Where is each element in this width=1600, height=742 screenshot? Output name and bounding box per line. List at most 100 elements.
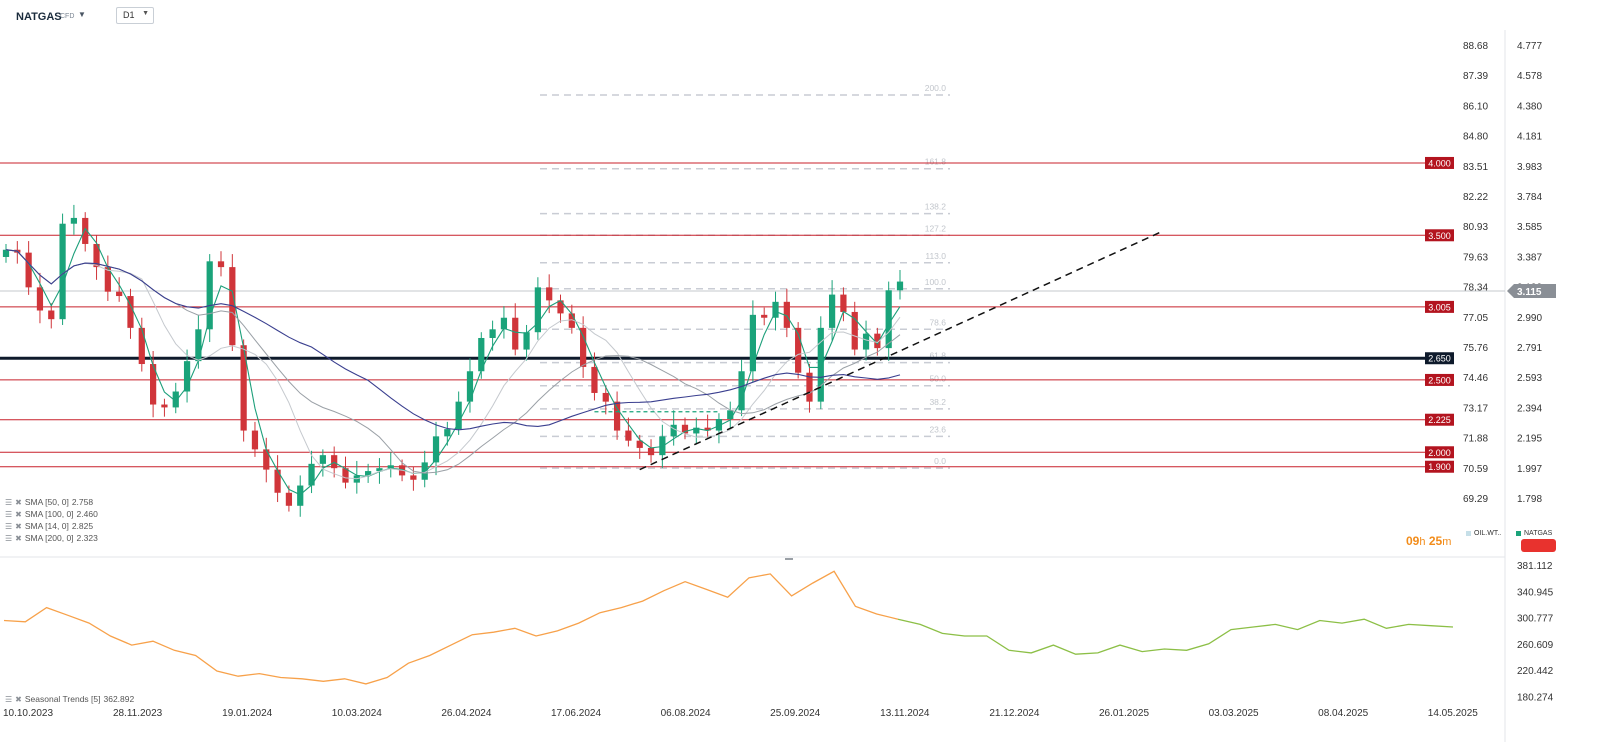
close-icon[interactable]: ✖ bbox=[15, 509, 22, 519]
fib-level-label: 38.2 bbox=[929, 397, 946, 407]
candle-body bbox=[70, 217, 78, 224]
fib-level-label: 161.8 bbox=[925, 157, 947, 167]
y-tick-label: 4.380 bbox=[1517, 101, 1542, 112]
candle-body bbox=[263, 449, 270, 470]
level-badge bbox=[1425, 352, 1454, 365]
sma-legend-50[interactable]: ☰ ✖ SMA [50, 0] 2.758 bbox=[5, 497, 93, 507]
seasonal-y-tick-label: 300.777 bbox=[1517, 614, 1554, 625]
candle-body bbox=[625, 430, 632, 441]
candle-body bbox=[48, 310, 55, 320]
y-tick-label: 3.387 bbox=[1517, 252, 1542, 263]
seasonal-future-line bbox=[897, 618, 1454, 655]
candle-body bbox=[749, 314, 756, 372]
y-tick-label: 1.798 bbox=[1517, 494, 1542, 505]
seasonal-y-tick-label: 180.274 bbox=[1517, 693, 1554, 704]
settings-icon[interactable]: ☰ bbox=[5, 694, 13, 704]
y-tick-label: 73.17 bbox=[1463, 403, 1488, 414]
candle-body bbox=[319, 455, 326, 464]
y-tick-label: 74.46 bbox=[1463, 373, 1488, 384]
candle-body bbox=[104, 267, 111, 292]
legend-item-oil[interactable]: OIL.WT.. bbox=[1466, 530, 1501, 537]
sma-50-line bbox=[5, 227, 901, 496]
y-tick-label: 4.777 bbox=[1517, 41, 1542, 52]
candle-body bbox=[647, 447, 655, 456]
sma-legend-value: 2.323 bbox=[76, 533, 98, 543]
settings-icon[interactable]: ☰ bbox=[5, 509, 13, 519]
close-icon[interactable]: ✖ bbox=[15, 533, 22, 543]
candle-body bbox=[772, 301, 779, 318]
candle-body bbox=[534, 287, 541, 333]
sma-legend-200[interactable]: ☰ ✖ SMA [200, 0] 2.323 bbox=[5, 533, 98, 543]
candle-body bbox=[862, 333, 870, 350]
candle-body bbox=[874, 333, 881, 349]
countdown-hours: 09 bbox=[1406, 534, 1420, 548]
level-badge bbox=[1425, 300, 1454, 313]
y-tick-label: 86.10 bbox=[1463, 101, 1488, 112]
settings-icon[interactable]: ☰ bbox=[5, 497, 13, 507]
candle-body bbox=[195, 329, 202, 362]
candle-body bbox=[331, 455, 338, 469]
candle-body bbox=[432, 436, 440, 463]
candle-body bbox=[693, 427, 700, 434]
seasonal-y-tick-label: 381.112 bbox=[1517, 561, 1553, 572]
countdown-minutes-unit: m bbox=[1442, 536, 1452, 548]
level-badge bbox=[1425, 156, 1454, 169]
sell-button[interactable] bbox=[1521, 539, 1556, 552]
level-badge bbox=[1425, 460, 1454, 473]
y-tick-label: 70.59 bbox=[1463, 464, 1488, 475]
y-tick-label: 82.22 bbox=[1463, 192, 1488, 203]
candle-body bbox=[523, 332, 530, 350]
settings-icon[interactable]: ☰ bbox=[5, 521, 13, 531]
close-icon[interactable]: ✖ bbox=[15, 521, 22, 531]
y-tick-label: 78.34 bbox=[1463, 283, 1488, 294]
x-tick-label: 25.09.2024 bbox=[770, 708, 820, 719]
legend-item-natgas[interactable]: NATGAS bbox=[1516, 530, 1552, 537]
fib-level-label: 138.2 bbox=[925, 202, 947, 212]
candle-body bbox=[580, 327, 587, 367]
symbol-type: CFD bbox=[60, 13, 75, 20]
candle-body bbox=[116, 291, 123, 297]
level-badge-label: 3.005 bbox=[1428, 302, 1451, 312]
close-icon[interactable]: ✖ bbox=[15, 497, 22, 507]
y-tick-label: 77.05 bbox=[1463, 313, 1488, 324]
candle-body bbox=[308, 463, 315, 486]
seasonal-legend-value: 362.892 bbox=[103, 694, 135, 704]
countdown-minutes: 25 bbox=[1428, 534, 1443, 548]
seasonal-legend[interactable]: ☰ ✖ Seasonal Trends [5] 362.892 bbox=[5, 694, 134, 704]
sma-legend-100[interactable]: ☰ ✖ SMA [100, 0] 2.460 bbox=[5, 509, 98, 519]
level-badge bbox=[1425, 413, 1454, 426]
chevron-down-icon: ▼ bbox=[142, 10, 149, 17]
y-tick-label: 87.39 bbox=[1463, 71, 1488, 82]
fib-level-label: 50.0 bbox=[929, 374, 946, 384]
close-icon[interactable]: ✖ bbox=[15, 694, 22, 704]
candle-body bbox=[25, 252, 32, 288]
candle-body bbox=[828, 294, 836, 328]
candle-body bbox=[896, 281, 904, 291]
candle-body bbox=[806, 372, 813, 402]
candle-body bbox=[150, 364, 157, 405]
candle-body bbox=[613, 401, 621, 431]
candle-body bbox=[568, 313, 575, 328]
candle-body bbox=[172, 391, 179, 408]
candle-body bbox=[704, 427, 711, 431]
candle-body bbox=[840, 294, 847, 312]
symbol-dropdown-icon[interactable]: ▼ bbox=[78, 10, 86, 19]
timeframe-select[interactable]: D1 ▼ bbox=[116, 7, 154, 24]
candle-body bbox=[274, 469, 281, 493]
candle-body bbox=[444, 429, 451, 437]
settings-icon[interactable]: ☰ bbox=[5, 533, 13, 543]
symbol-name[interactable]: NATGAS bbox=[16, 11, 62, 23]
candle-body bbox=[670, 424, 677, 437]
fib-level-label: 0.0 bbox=[934, 456, 946, 466]
y-tick-label: 88.68 bbox=[1463, 41, 1488, 52]
level-badge bbox=[1425, 229, 1454, 242]
sma-legend-14[interactable]: ☰ ✖ SMA [14, 0] 2.825 bbox=[5, 521, 93, 531]
sma-legend-value: 2.460 bbox=[76, 509, 98, 519]
level-badge-label: 2.650 bbox=[1428, 354, 1451, 364]
sma-14-line bbox=[5, 249, 901, 480]
y-tick-label: 2.791 bbox=[1517, 343, 1542, 354]
candle-body bbox=[851, 311, 858, 350]
level-badge bbox=[1425, 446, 1454, 459]
x-tick-label: 03.03.2025 bbox=[1209, 708, 1259, 719]
